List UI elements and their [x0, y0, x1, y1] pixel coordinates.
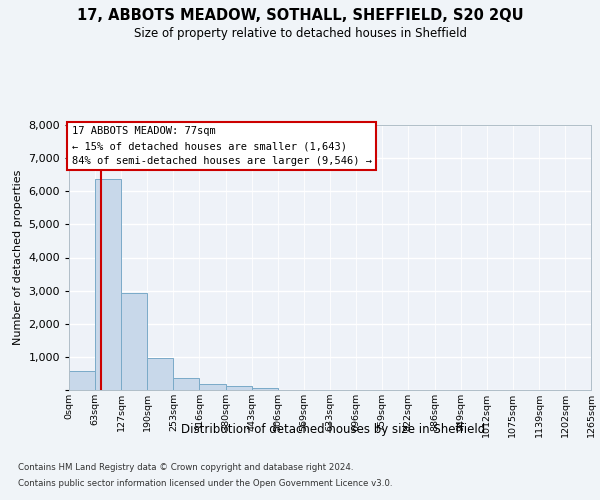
Bar [199, 384, 226, 390]
Bar [173, 378, 199, 390]
Text: 17, ABBOTS MEADOW, SOTHALL, SHEFFIELD, S20 2QU: 17, ABBOTS MEADOW, SOTHALL, SHEFFIELD, S… [77, 8, 523, 22]
Text: Distribution of detached houses by size in Sheffield: Distribution of detached houses by size … [181, 422, 485, 436]
Bar [121, 294, 148, 390]
Bar [148, 358, 173, 390]
Bar [95, 178, 121, 390]
Bar [226, 386, 252, 390]
Text: Contains public sector information licensed under the Open Government Licence v3: Contains public sector information licen… [18, 478, 392, 488]
Text: Contains HM Land Registry data © Crown copyright and database right 2024.: Contains HM Land Registry data © Crown c… [18, 464, 353, 472]
Bar [69, 371, 95, 390]
Bar [252, 388, 278, 390]
Text: 17 ABBOTS MEADOW: 77sqm
← 15% of detached houses are smaller (1,643)
84% of semi: 17 ABBOTS MEADOW: 77sqm ← 15% of detache… [71, 126, 371, 166]
Text: Size of property relative to detached houses in Sheffield: Size of property relative to detached ho… [133, 28, 467, 40]
Y-axis label: Number of detached properties: Number of detached properties [13, 170, 23, 345]
